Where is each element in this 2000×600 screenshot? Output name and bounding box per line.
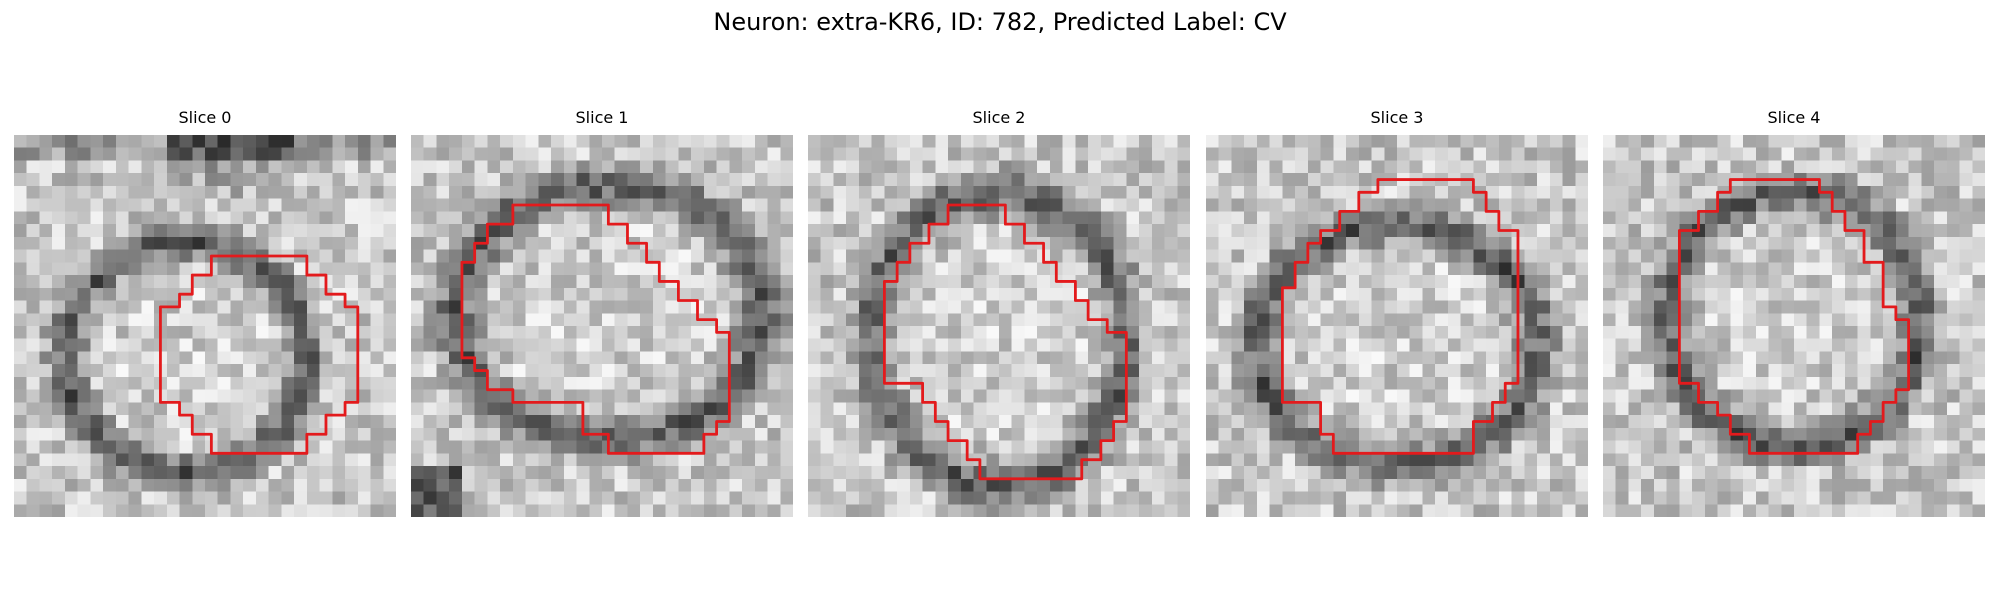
red-contour-outline: [1280, 178, 1520, 455]
grayscale-pixels: [1603, 135, 1985, 517]
red-contour-outline: [1677, 178, 1911, 455]
slice-panel-1: Slice 1: [411, 108, 793, 520]
slice-panel-2: Slice 2: [808, 108, 1190, 520]
slice-title: Slice 0: [178, 108, 232, 127]
grayscale-pixels: [808, 135, 1190, 517]
slice-image: [808, 135, 1190, 517]
slice-title: Slice 4: [1767, 108, 1821, 127]
slice-title: Slice 2: [972, 108, 1026, 127]
slice-title: Slice 3: [1370, 108, 1424, 127]
slice-image: [411, 135, 793, 517]
slice-image: [1603, 135, 1985, 517]
slice-image: [1206, 135, 1588, 517]
slice-image: [14, 135, 396, 517]
slice-panel-4: Slice 4: [1603, 108, 1985, 520]
red-contour-outline: [882, 203, 1128, 481]
red-contour-outline: [460, 203, 731, 455]
grayscale-pixels: [1206, 135, 1588, 517]
slice-panel-3: Slice 3: [1206, 108, 1588, 520]
figure-title: Neuron: extra-KR6, ID: 782, Predicted La…: [713, 8, 1287, 36]
slice-title: Slice 1: [575, 108, 629, 127]
grayscale-pixels: [14, 135, 396, 517]
red-contour-outline: [159, 254, 360, 455]
grayscale-pixels: [411, 135, 793, 517]
slice-panel-0: Slice 0: [14, 108, 396, 520]
